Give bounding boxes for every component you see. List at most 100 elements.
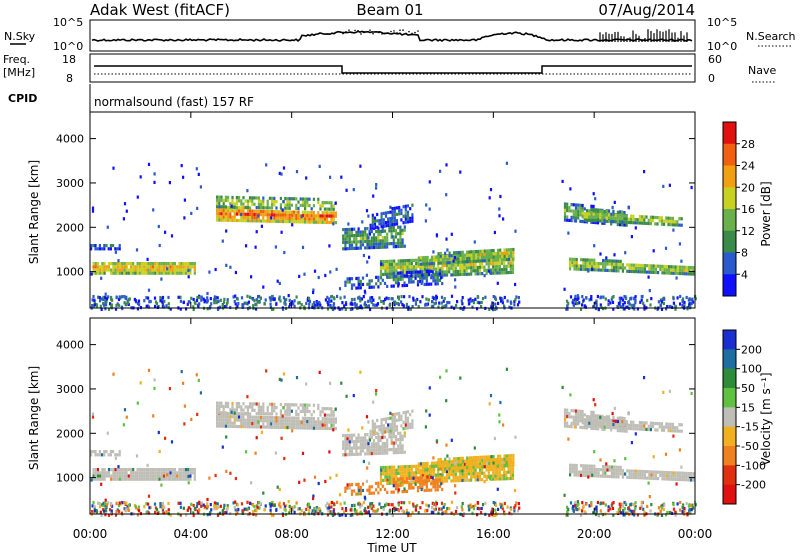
- velocity-cell: [466, 462, 469, 467]
- power-cell: [681, 272, 684, 276]
- power-cell: [132, 271, 135, 275]
- power-cell: [332, 211, 335, 215]
- power-cell: [390, 269, 394, 273]
- power-cell: [246, 219, 249, 223]
- velocity-cell: [350, 483, 354, 487]
- velocity-noise-cell: [123, 507, 126, 511]
- power-noise-cell: [452, 259, 455, 263]
- power-noise-cell: [492, 295, 495, 299]
- velocity-cell: [372, 445, 376, 449]
- power-cell: [121, 268, 124, 272]
- power-noise-cell: [288, 298, 291, 302]
- power-noise-cell: [314, 303, 317, 307]
- velocity-cell: [415, 467, 418, 472]
- power-cell: [399, 238, 402, 242]
- power-cell: [364, 236, 367, 240]
- power-noise-cell: [229, 265, 232, 269]
- power-cell: [594, 215, 597, 220]
- velocity-cell: [304, 423, 307, 427]
- velocity-cell: [384, 417, 388, 421]
- power-cell: [359, 283, 362, 287]
- power-cell: [390, 272, 394, 276]
- velocity-cell: [125, 468, 128, 472]
- power-cell: [359, 286, 362, 290]
- velocity-cell: [384, 478, 387, 482]
- power-cell: [636, 221, 639, 225]
- velocity-cell: [421, 485, 424, 489]
- velocity-cell: [635, 472, 638, 476]
- power-cell: [266, 219, 269, 223]
- power-cell: [399, 241, 402, 245]
- power-cell: [430, 269, 433, 273]
- power-cell: [577, 216, 580, 220]
- power-noise-cell: [620, 296, 623, 300]
- velocity-cell: [330, 407, 333, 411]
- power-cell: [392, 229, 395, 233]
- velocity-noise-cell: [269, 511, 272, 515]
- velocity-cell: [474, 456, 478, 460]
- velocity-cell: [602, 474, 605, 478]
- velocity-cell: [582, 470, 585, 474]
- velocity-cell: [570, 415, 573, 419]
- velocity-cell: [406, 474, 409, 478]
- velocity-cell: [299, 403, 302, 407]
- velocity-cell: [392, 477, 395, 481]
- velocity-cell: [140, 477, 144, 481]
- velocity-cell: [668, 471, 671, 475]
- velocity-noise-cell: [100, 503, 104, 507]
- power-cell: [599, 216, 602, 220]
- velocity-cell: [348, 449, 351, 453]
- velocity-cell: [121, 474, 124, 478]
- power-cell: [94, 265, 97, 269]
- velocity-cell: [674, 477, 677, 481]
- velocity-cell: [505, 460, 508, 464]
- velocity-cell: [308, 416, 311, 421]
- power-cell: [498, 261, 501, 265]
- power-cell: [308, 220, 311, 224]
- power-noise-cell: [281, 208, 284, 212]
- velocity-cell: [400, 414, 403, 418]
- velocity-cell: [393, 465, 396, 469]
- velocity-cell: [401, 471, 405, 475]
- power-cell: [399, 277, 402, 281]
- velocity-cell: [279, 416, 282, 420]
- power-cell: [238, 196, 241, 200]
- power-cell: [672, 271, 675, 275]
- velocity-cell: [586, 418, 589, 422]
- power-noise-cell: [563, 287, 566, 291]
- velocity-cell: [470, 465, 473, 469]
- velocity-cell: [260, 419, 263, 423]
- velocity-cell: [90, 453, 93, 457]
- power-noise-cell: [566, 299, 569, 303]
- power-cell: [690, 266, 693, 270]
- power-noise-cell: [561, 179, 564, 183]
- power-cell: [224, 195, 227, 199]
- velocity-cell: [439, 464, 442, 468]
- power-cell: [218, 198, 221, 202]
- power-cell: [505, 271, 508, 275]
- velocity-cell: [496, 461, 500, 465]
- power-cell: [509, 258, 512, 262]
- power-cell: [136, 265, 139, 269]
- power-cell: [570, 203, 573, 207]
- power-cell: [253, 202, 256, 206]
- velocity-cell: [321, 410, 324, 414]
- power-cell: [268, 196, 271, 200]
- power-cell: [279, 210, 282, 214]
- power-cell: [509, 261, 512, 265]
- power-cell: [388, 242, 391, 246]
- power-cell: [132, 268, 135, 272]
- power-noise-cell: [335, 267, 338, 271]
- power-noise-cell: [249, 295, 252, 299]
- velocity-cell: [478, 474, 482, 479]
- power-cell: [94, 247, 97, 251]
- power-cell: [581, 208, 584, 212]
- power-cell: [509, 264, 512, 268]
- power-cell: [279, 203, 282, 207]
- power-cell: [465, 266, 468, 270]
- power-cell: [474, 259, 478, 263]
- power-cell: [591, 261, 594, 265]
- velocity-cell: [323, 413, 326, 417]
- velocity-cell: [182, 474, 185, 478]
- power-cell: [634, 221, 637, 225]
